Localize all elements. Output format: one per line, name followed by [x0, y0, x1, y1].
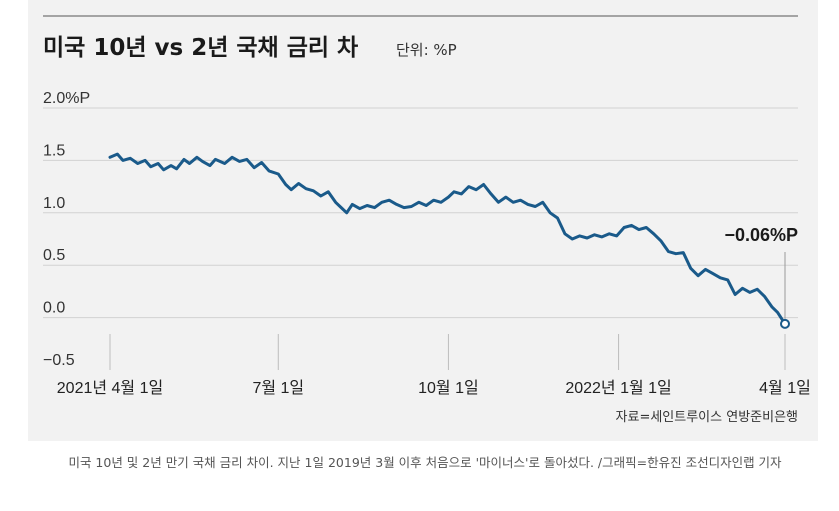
x-tick-label: 4월 1일: [759, 379, 811, 397]
series-layer: [108, 152, 787, 326]
y-tick-label: 0.5: [43, 247, 65, 264]
grid: [43, 107, 798, 319]
chart-title: 미국 10년 vs 2년 국채 금리 차: [43, 35, 358, 61]
y-tick-label: 1.5: [43, 142, 65, 159]
x-tick-label: 10월 1일: [418, 379, 479, 397]
annotation-layer: −0.06%P: [724, 225, 798, 329]
line-chart: 미국 10년 vs 2년 국채 금리 차 단위: %P 2.0%P 1.5 1.0 0…: [43, 15, 811, 425]
x-tick-label: 2022년 1월 1일: [565, 379, 671, 397]
x-axis: 2021년 4월 1일 7월 1일 10월 1일 2022년 1월 1일 4월 1일: [57, 334, 811, 397]
chart-panel: 미국 10년 vs 2년 국채 금리 차 단위: %P 2.0%P 1.5 1.0 0…: [28, 0, 818, 441]
series-line: [108, 152, 787, 326]
x-tick-label: 2021년 4월 1일: [57, 379, 163, 397]
caption: 미국 10년 및 2년 만기 국채 금리 차이. 지난 1일 2019년 3월 …: [68, 455, 782, 470]
y-tick-label: 2.0%P: [43, 90, 90, 107]
end-value-label: −0.06%P: [724, 225, 798, 245]
source-note: 자료=세인트루이스 연방준비은행: [616, 409, 798, 425]
y-tick-label: 0.0: [43, 300, 65, 317]
y-tick-label: 1.0: [43, 195, 65, 212]
unit-label: 단위: %P: [396, 41, 457, 59]
end-point-marker: [780, 318, 790, 329]
x-tick-label: 7월 1일: [252, 379, 304, 397]
y-tick-label: −0.5: [43, 352, 75, 369]
y-axis: 2.0%P 1.5 1.0 0.5 0.0 −0.5: [43, 90, 90, 369]
